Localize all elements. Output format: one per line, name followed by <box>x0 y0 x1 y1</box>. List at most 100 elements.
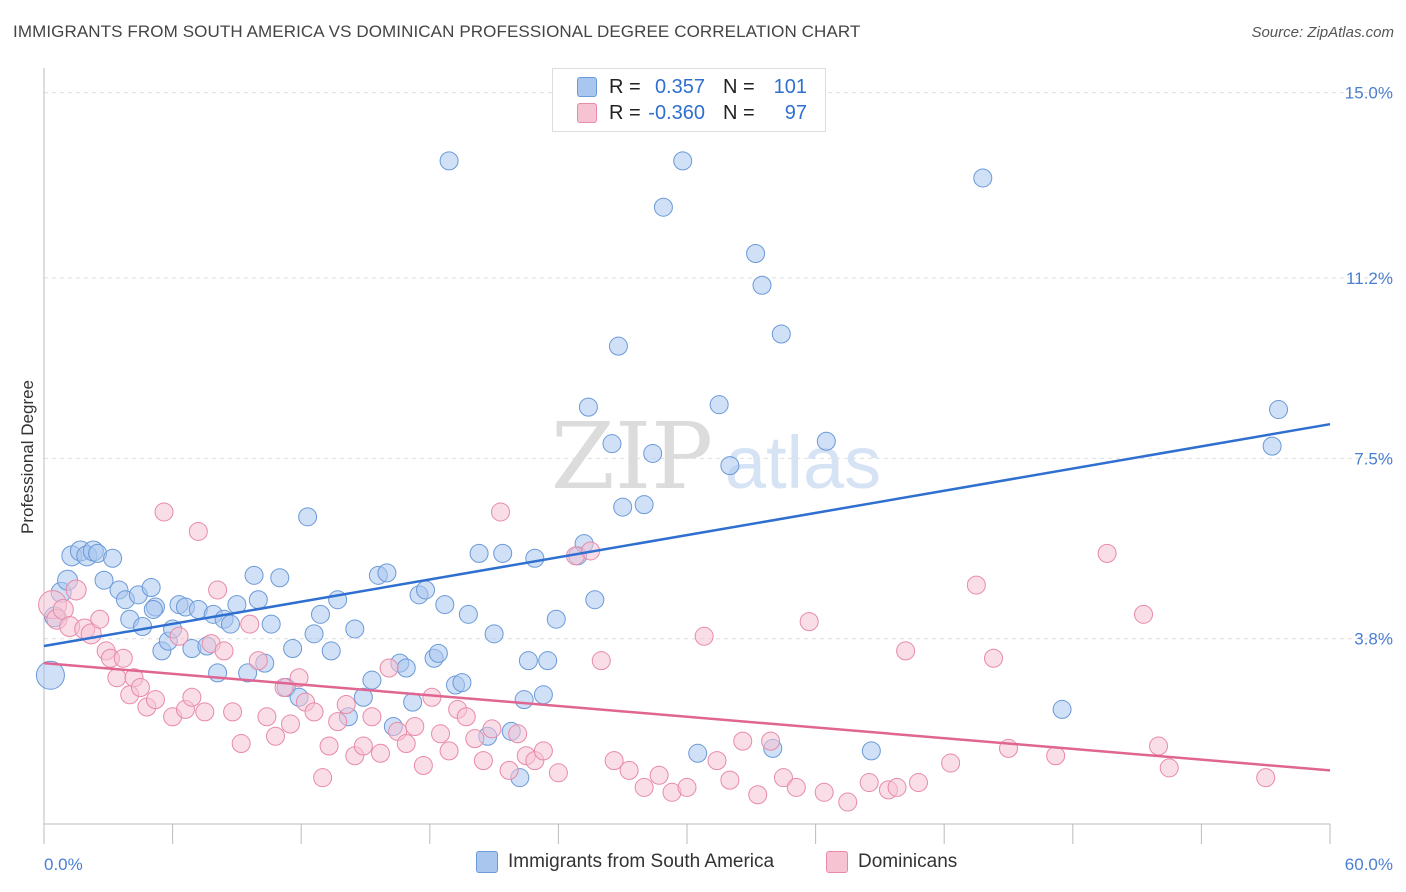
data-point <box>143 599 163 619</box>
data-point <box>280 714 300 734</box>
data-point <box>1052 699 1072 719</box>
data-point <box>182 687 202 707</box>
data-point <box>65 579 87 601</box>
data-point <box>1256 768 1276 788</box>
legend-swatch-south-america <box>577 77 597 97</box>
data-point <box>518 651 538 671</box>
trend-line-south-america <box>43 422 1331 648</box>
data-point <box>814 782 834 802</box>
series-dominicans <box>38 502 1276 812</box>
data-point <box>248 590 268 610</box>
legend-n-value: 97 <box>784 101 807 124</box>
data-point <box>1097 543 1117 563</box>
data-point <box>484 624 504 644</box>
data-point <box>816 431 836 451</box>
data-point <box>362 707 382 727</box>
data-point <box>94 570 114 590</box>
data-point <box>310 604 330 624</box>
data-point <box>720 456 740 476</box>
data-point <box>602 434 622 454</box>
data-point <box>130 677 150 697</box>
data-point <box>154 502 174 522</box>
axes <box>43 68 1331 844</box>
legend-label: Immigrants from South America <box>508 851 775 872</box>
data-point <box>720 770 740 790</box>
watermark: ZIP atlas <box>551 403 881 510</box>
data-point <box>439 741 459 761</box>
data-point <box>634 495 654 515</box>
data-point <box>405 716 425 736</box>
data-point <box>379 658 399 678</box>
legend-item-dominicans[interactable]: Dominicans <box>826 851 957 873</box>
data-point <box>265 726 285 746</box>
y-tick-label: 11.2% <box>1346 269 1393 288</box>
data-point <box>548 763 568 783</box>
data-point <box>761 731 781 751</box>
data-point <box>90 609 110 629</box>
data-point <box>608 336 628 356</box>
data-point <box>188 521 208 541</box>
data-point <box>396 734 416 754</box>
grid-lines <box>44 92 1393 640</box>
legend-item-south-america[interactable]: Immigrants from South America <box>476 851 774 873</box>
x-tick-label-min: 0.0% <box>44 855 83 874</box>
data-point <box>458 604 478 624</box>
data-point <box>799 612 819 632</box>
data-point <box>771 324 791 344</box>
data-point <box>491 502 511 522</box>
data-point <box>345 619 365 639</box>
data-point <box>208 580 228 600</box>
data-point <box>973 168 993 188</box>
chart-source: Source: ZipAtlas.com <box>1251 24 1394 41</box>
data-point <box>653 197 673 217</box>
data-point <box>321 641 341 661</box>
data-point <box>733 731 753 751</box>
data-point <box>439 151 459 171</box>
series-layer <box>35 151 1289 812</box>
data-point <box>403 692 423 712</box>
data-point <box>514 690 534 710</box>
x-tick-label-max: 60.0% <box>1345 855 1393 874</box>
data-point <box>283 638 303 658</box>
data-point <box>257 707 277 727</box>
data-point <box>133 617 153 637</box>
data-point <box>613 497 633 517</box>
data-point <box>223 702 243 722</box>
data-point <box>908 773 928 793</box>
legend-r-value: 0.357 <box>654 75 705 98</box>
data-point <box>709 395 729 415</box>
data-point <box>145 690 165 710</box>
data-point <box>113 648 133 668</box>
data-point <box>289 668 309 688</box>
data-point <box>941 753 961 773</box>
data-point <box>786 777 806 797</box>
data-point <box>694 626 714 646</box>
data-point <box>353 687 373 707</box>
legend-label: Dominicans <box>858 851 958 872</box>
data-point <box>896 641 916 661</box>
data-point <box>261 614 281 634</box>
y-tick-label: 7.5% <box>1354 449 1393 468</box>
data-point <box>456 707 476 727</box>
data-point <box>634 777 654 797</box>
watermark-zip: ZIP <box>551 403 713 510</box>
data-point <box>35 660 65 690</box>
data-point <box>238 663 258 683</box>
data-point <box>838 792 858 812</box>
data-point <box>107 668 127 688</box>
data-point <box>298 507 318 527</box>
y-tick-label: 15.0% <box>1345 84 1393 103</box>
legend-row-south-america: R = 0.357 N = 101 <box>577 74 807 100</box>
data-point <box>546 609 566 629</box>
data-point <box>435 595 455 615</box>
data-point <box>746 244 766 264</box>
legend-swatch-dominicans <box>577 103 597 123</box>
data-point <box>103 548 123 568</box>
data-point <box>231 734 251 754</box>
data-point <box>673 151 693 171</box>
legend-n-label: N = <box>723 101 755 124</box>
data-point <box>525 548 545 568</box>
data-point <box>377 563 397 583</box>
data-point <box>748 785 768 805</box>
data-point <box>688 743 708 763</box>
